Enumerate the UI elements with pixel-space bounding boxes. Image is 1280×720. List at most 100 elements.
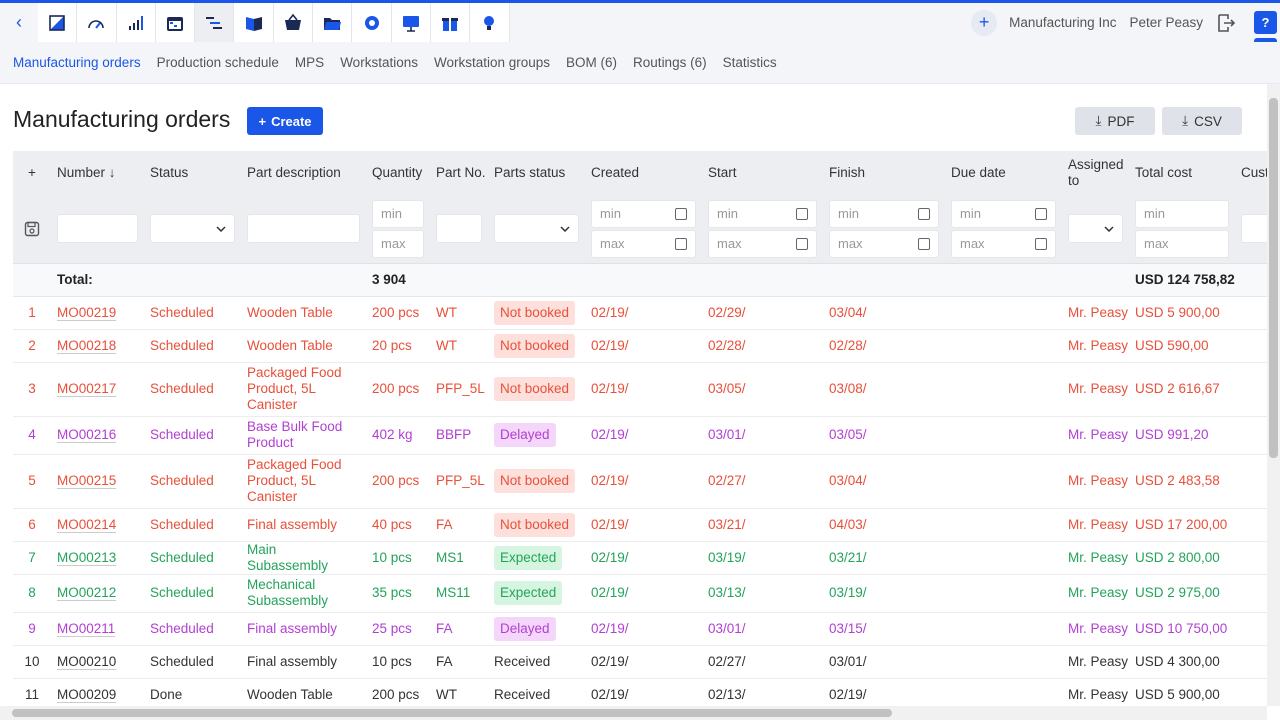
logout-icon[interactable] <box>1216 13 1236 33</box>
table-row[interactable]: 4 MO00216 Scheduled Base Bulk Food Product 4… <box>13 416 1267 455</box>
table-row[interactable]: 3 MO00217 Scheduled Packaged Food Product, … <box>13 362 1267 417</box>
part-description-filter-input[interactable] <box>247 214 360 244</box>
header-due-date[interactable]: Due date <box>945 151 1062 195</box>
add-icon[interactable]: + <box>971 9 998 36</box>
order-number-link[interactable]: MO00218 <box>57 337 117 353</box>
header-customer-order[interactable]: Cust orde <box>1235 151 1267 195</box>
table-row[interactable]: 8 MO00212 Scheduled Mechanical Subassembly 3… <box>13 574 1267 613</box>
app-gift-icon[interactable] <box>430 3 471 42</box>
table-row[interactable]: 10 MO00210 Scheduled Final assembly 10 pcs FA… <box>13 645 1267 679</box>
subnav-item-production-schedule[interactable]: Production schedule <box>156 55 279 70</box>
subnav-item-statistics[interactable]: Statistics <box>722 55 777 70</box>
header-total-cost[interactable]: Total cost <box>1129 151 1235 195</box>
csv-button[interactable]: ⤓ CSV <box>1162 107 1242 135</box>
app-dashboard-icon[interactable] <box>77 3 117 42</box>
calendar-icon <box>796 237 808 250</box>
table-row[interactable]: 11 MO00209 Done Wooden Table 200 pcs WT Receiv… <box>13 678 1267 706</box>
part-no: MS1 <box>430 541 488 575</box>
order-number-link[interactable]: MO00213 <box>57 549 117 565</box>
vertical-scrollbar[interactable] <box>1267 84 1280 706</box>
subnav-item-workstation-groups[interactable]: Workstation groups <box>433 55 551 70</box>
part-no-filter-input[interactable] <box>436 214 482 244</box>
total-cost-max-input[interactable]: max <box>1135 229 1229 258</box>
pdf-label: PDF <box>1107 113 1135 129</box>
company-name[interactable]: Manufacturing Inc <box>1009 15 1117 30</box>
quantity-max-input[interactable]: max <box>372 229 424 258</box>
order-number-link[interactable]: MO00214 <box>57 516 117 532</box>
created-max-input[interactable]: max <box>591 229 696 258</box>
finish-min-input[interactable]: min <box>829 199 939 228</box>
app-presentation-icon[interactable] <box>391 3 431 42</box>
header-parts-status[interactable]: Parts status <box>488 151 585 195</box>
chevron-left-icon[interactable]: ‹ <box>16 12 22 32</box>
header-assigned-to[interactable]: Assigned to <box>1062 151 1129 195</box>
user-name[interactable]: Peter Peasy <box>1129 15 1203 30</box>
table-row[interactable]: 7 MO00213 Scheduled Main Subassembly 10 pcs M… <box>13 541 1267 575</box>
help-icon[interactable]: ? <box>1254 11 1277 34</box>
table-row[interactable]: 1 MO00219 Scheduled Wooden Table 200 pcs WT No… <box>13 296 1267 330</box>
quantity-min-input[interactable]: min <box>372 199 424 228</box>
part-no: BBFP <box>430 416 488 455</box>
order-number-link[interactable]: MO00212 <box>57 585 117 600</box>
customer-order <box>1235 574 1267 613</box>
subnav-item-manufacturing-orders[interactable]: Manufacturing orders <box>13 55 141 70</box>
app-idea-icon[interactable] <box>470 3 510 42</box>
header-status[interactable]: Status <box>144 151 241 195</box>
app-settings-icon[interactable] <box>352 3 392 42</box>
vertical-scrollbar-thumb[interactable] <box>1269 98 1278 458</box>
save-filter-icon[interactable] <box>24 221 40 237</box>
header-number[interactable]: Number ↓ <box>51 151 144 195</box>
app-book-icon[interactable] <box>234 3 274 42</box>
app-production-icon[interactable] <box>195 3 235 42</box>
add-column-icon[interactable]: + <box>13 151 51 195</box>
app-stats-icon[interactable] <box>116 3 156 42</box>
subnav-item-routings-6[interactable]: Routings (6) <box>633 55 707 70</box>
table-row[interactable]: 6 MO00214 Scheduled Final assembly 40 pcs FA N… <box>13 508 1267 542</box>
due-date-min-input[interactable]: min <box>951 199 1056 228</box>
quantity: 200 pcs <box>366 296 430 330</box>
app-calendar-icon[interactable] <box>155 3 196 42</box>
header-quantity[interactable]: Quantity <box>366 151 430 195</box>
table-row[interactable]: 9 MO00211 Scheduled Final assembly 25 pcs FA D… <box>13 612 1267 646</box>
pdf-button[interactable]: ⤓ PDF <box>1075 107 1155 135</box>
order-number-link[interactable]: MO00217 <box>57 381 117 396</box>
start-max-input[interactable]: max <box>708 229 817 258</box>
table-row[interactable]: 5 MO00215 Scheduled Packaged Food Product, … <box>13 454 1267 509</box>
finish-date: 03/15/ <box>823 612 945 646</box>
app-sales-icon[interactable] <box>38 3 78 42</box>
order-number-link[interactable]: MO00210 <box>57 653 117 669</box>
header-finish[interactable]: Finish <box>823 151 945 195</box>
customer-order-filter-input[interactable] <box>1241 214 1267 244</box>
order-number-link[interactable]: MO00215 <box>57 473 117 488</box>
status-filter-select[interactable] <box>150 214 235 244</box>
created-min-input[interactable]: min <box>591 199 696 228</box>
subnav-item-mps[interactable]: MPS <box>294 55 325 70</box>
table-row[interactable]: 2 MO00218 Scheduled Wooden Table 20 pcs WT Not… <box>13 329 1267 363</box>
start-date: 02/27/ <box>702 645 823 679</box>
total-cost-min-input[interactable]: min <box>1135 199 1229 228</box>
header-start[interactable]: Start <box>702 151 823 195</box>
order-number-link[interactable]: MO00211 <box>57 620 116 636</box>
create-button[interactable]: + Create <box>247 107 323 135</box>
header-created[interactable]: Created <box>585 151 702 195</box>
order-number-link[interactable]: MO00209 <box>57 686 117 702</box>
assigned-to-filter-select[interactable] <box>1068 214 1123 244</box>
due-date-max-input[interactable]: max <box>951 229 1056 258</box>
finish-max-input[interactable]: max <box>829 229 939 258</box>
sub-navigation: Manufacturing orders Production schedule M… <box>0 42 1280 84</box>
header-part-description[interactable]: Part description <box>241 151 366 195</box>
number-filter-input[interactable] <box>57 214 138 244</box>
app-folder-icon[interactable] <box>313 3 353 42</box>
order-status: Scheduled <box>144 362 241 417</box>
horizontal-scrollbar-thumb[interactable] <box>12 709 892 717</box>
parts-status-filter-select[interactable] <box>494 214 579 244</box>
app-basket-icon[interactable] <box>273 3 314 42</box>
order-number-link[interactable]: MO00219 <box>57 304 117 320</box>
header-part-no[interactable]: Part No. <box>430 151 488 195</box>
start-min-input[interactable]: min <box>708 199 817 228</box>
subnav-item-bom-6[interactable]: BOM (6) <box>566 55 618 70</box>
filter-cell <box>144 195 241 264</box>
subnav-item-workstations[interactable]: Workstations <box>340 55 418 70</box>
order-number-link[interactable]: MO00216 <box>57 427 117 442</box>
horizontal-scrollbar[interactable] <box>0 706 1267 720</box>
